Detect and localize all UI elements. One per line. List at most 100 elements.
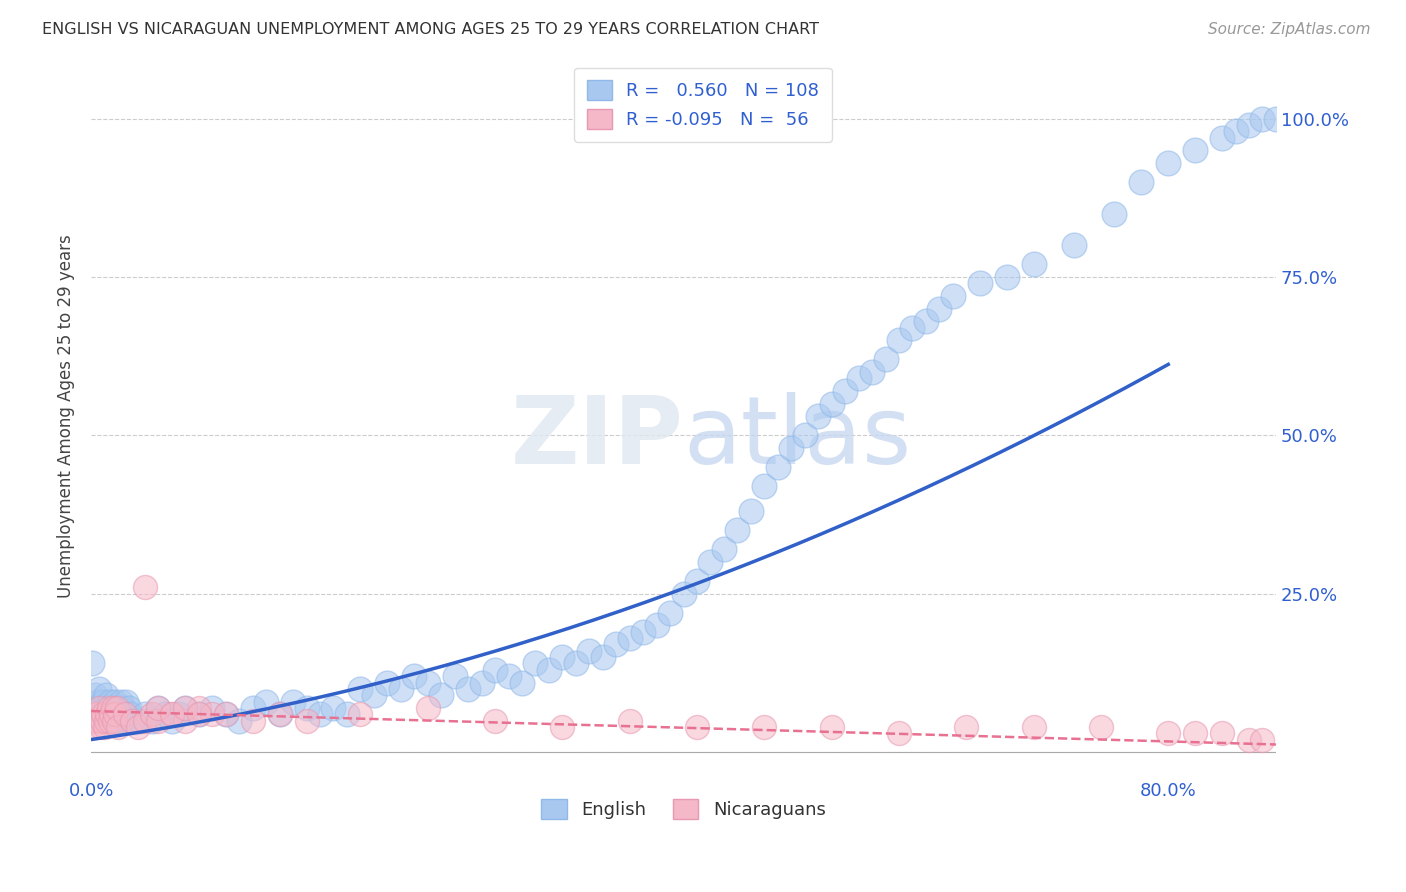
- Text: ENGLISH VS NICARAGUAN UNEMPLOYMENT AMONG AGES 25 TO 29 YEARS CORRELATION CHART: ENGLISH VS NICARAGUAN UNEMPLOYMENT AMONG…: [42, 22, 820, 37]
- Point: [754, 720, 776, 734]
- Point: [98, 714, 121, 728]
- Point: [281, 694, 304, 708]
- Point: [1251, 112, 1274, 126]
- Y-axis label: Unemployment Among Ages 25 to 29 years: Unemployment Among Ages 25 to 29 years: [58, 235, 75, 599]
- Point: [84, 720, 107, 734]
- Point: [740, 504, 762, 518]
- Point: [103, 714, 125, 728]
- Point: [115, 694, 138, 708]
- Point: [1104, 206, 1126, 220]
- Point: [114, 707, 136, 722]
- Point: [101, 701, 124, 715]
- Point: [821, 720, 844, 734]
- Point: [148, 701, 170, 715]
- Point: [1090, 720, 1112, 734]
- Point: [90, 714, 112, 728]
- Point: [416, 701, 439, 715]
- Point: [100, 707, 122, 722]
- Point: [887, 726, 910, 740]
- Text: ZIP: ZIP: [510, 392, 683, 484]
- Point: [551, 650, 574, 665]
- Point: [104, 707, 127, 722]
- Point: [619, 631, 641, 645]
- Point: [215, 707, 238, 722]
- Point: [242, 714, 264, 728]
- Point: [955, 720, 977, 734]
- Point: [174, 701, 197, 715]
- Point: [96, 707, 118, 722]
- Point: [108, 707, 131, 722]
- Point: [686, 720, 709, 734]
- Point: [1265, 112, 1288, 126]
- Point: [98, 694, 121, 708]
- Point: [97, 701, 120, 715]
- Text: atlas: atlas: [683, 392, 912, 484]
- Point: [148, 714, 170, 728]
- Point: [91, 707, 114, 722]
- Point: [1130, 175, 1153, 189]
- Point: [100, 714, 122, 728]
- Point: [942, 289, 965, 303]
- Point: [631, 624, 654, 639]
- Point: [117, 714, 139, 728]
- Point: [90, 701, 112, 715]
- Point: [242, 701, 264, 715]
- Point: [969, 277, 991, 291]
- Point: [377, 675, 399, 690]
- Point: [793, 428, 815, 442]
- Point: [86, 707, 108, 722]
- Point: [87, 714, 110, 728]
- Point: [83, 714, 105, 728]
- Point: [484, 714, 506, 728]
- Point: [141, 714, 163, 728]
- Point: [484, 663, 506, 677]
- Point: [619, 714, 641, 728]
- Point: [295, 701, 318, 715]
- Point: [134, 707, 156, 722]
- Point: [83, 701, 105, 715]
- Point: [269, 707, 291, 722]
- Point: [578, 644, 600, 658]
- Point: [91, 694, 114, 708]
- Point: [101, 701, 124, 715]
- Point: [89, 681, 111, 696]
- Point: [110, 694, 132, 708]
- Point: [713, 542, 735, 557]
- Point: [94, 714, 117, 728]
- Point: [167, 707, 190, 722]
- Point: [187, 707, 209, 722]
- Point: [153, 707, 176, 722]
- Point: [592, 650, 614, 665]
- Point: [174, 714, 197, 728]
- Point: [82, 657, 104, 671]
- Point: [725, 524, 748, 538]
- Point: [1184, 143, 1206, 157]
- Point: [686, 574, 709, 588]
- Point: [848, 371, 870, 385]
- Point: [94, 688, 117, 702]
- Point: [89, 701, 111, 715]
- Point: [1157, 726, 1180, 740]
- Point: [1225, 124, 1247, 138]
- Point: [1022, 257, 1045, 271]
- Point: [860, 365, 883, 379]
- Point: [349, 707, 371, 722]
- Point: [430, 688, 453, 702]
- Point: [363, 688, 385, 702]
- Point: [672, 587, 695, 601]
- Point: [498, 669, 520, 683]
- Point: [90, 720, 112, 734]
- Text: Source: ZipAtlas.com: Source: ZipAtlas.com: [1208, 22, 1371, 37]
- Point: [215, 707, 238, 722]
- Point: [887, 334, 910, 348]
- Point: [834, 384, 856, 398]
- Point: [107, 720, 129, 734]
- Point: [86, 707, 108, 722]
- Point: [699, 555, 721, 569]
- Point: [127, 714, 149, 728]
- Point: [659, 606, 682, 620]
- Point: [254, 694, 277, 708]
- Point: [114, 707, 136, 722]
- Point: [148, 701, 170, 715]
- Point: [93, 720, 115, 734]
